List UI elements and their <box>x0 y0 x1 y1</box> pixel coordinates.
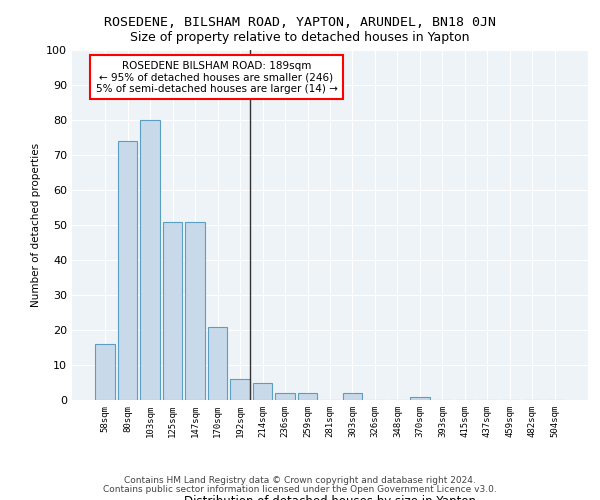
Bar <box>95 344 115 400</box>
Bar <box>253 382 272 400</box>
Bar <box>275 393 295 400</box>
Y-axis label: Number of detached properties: Number of detached properties <box>31 143 41 307</box>
Text: Contains HM Land Registry data © Crown copyright and database right 2024.: Contains HM Land Registry data © Crown c… <box>124 476 476 485</box>
Bar <box>208 326 227 400</box>
Bar <box>118 141 137 400</box>
Text: Contains public sector information licensed under the Open Government Licence v3: Contains public sector information licen… <box>103 484 497 494</box>
Text: Size of property relative to detached houses in Yapton: Size of property relative to detached ho… <box>130 31 470 44</box>
Text: ROSEDENE, BILSHAM ROAD, YAPTON, ARUNDEL, BN18 0JN: ROSEDENE, BILSHAM ROAD, YAPTON, ARUNDEL,… <box>104 16 496 29</box>
Text: ROSEDENE BILSHAM ROAD: 189sqm
← 95% of detached houses are smaller (246)
5% of s: ROSEDENE BILSHAM ROAD: 189sqm ← 95% of d… <box>95 60 337 94</box>
Bar <box>230 379 250 400</box>
X-axis label: Distribution of detached houses by size in Yapton: Distribution of detached houses by size … <box>184 496 476 500</box>
Bar <box>343 393 362 400</box>
Bar <box>298 393 317 400</box>
Bar <box>185 222 205 400</box>
Bar <box>140 120 160 400</box>
Bar <box>410 396 430 400</box>
Bar <box>163 222 182 400</box>
